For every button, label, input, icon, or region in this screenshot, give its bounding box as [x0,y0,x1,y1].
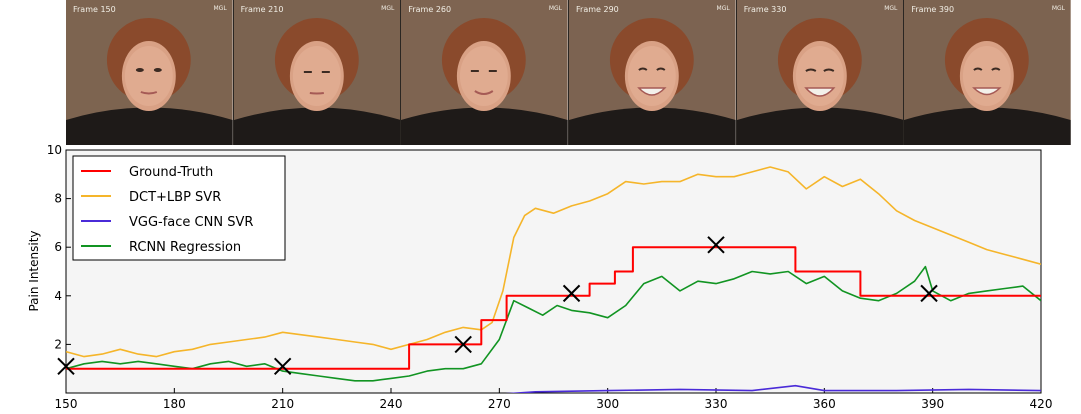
x-tick-label: 420 [1030,397,1053,411]
frame-tag: MGL [381,5,395,12]
x-axis: 150 180 210 240 270 300 330 360 390 420 [55,388,1053,411]
x-tick-label: 300 [596,397,619,411]
x-tick-label: 390 [921,397,944,411]
face-image [904,0,1072,145]
face-image [736,0,904,145]
video-frame: Frame 260 MGL [401,0,570,145]
legend-label: DCT+LBP SVR [129,190,221,205]
x-tick-label: 210 [271,397,294,411]
x-tick-label: 330 [705,397,728,411]
face-image [401,0,569,145]
video-frame: Frame 150 MGL [66,0,234,145]
x-marker [920,284,938,303]
x-marker [562,284,581,303]
frame-label: Frame 260 [408,5,452,14]
x-marker [57,357,75,375]
video-frame: Frame 210 MGL [233,0,402,145]
x-tick-label: 180 [163,397,186,411]
frame-tag: MGL [884,5,898,12]
x-marker-stroke [454,335,472,354]
x-marker [707,236,725,254]
video-frame: Frame 390 MGL [904,0,1072,145]
x-marker-stroke [57,357,75,375]
frame-tag: MGL [1051,5,1066,12]
video-frame: Frame 330 MGL [736,0,905,145]
frames-strip: Frame 150 MGL Frame 210 MGL Frame 260 [66,0,1072,145]
x-tick-label: 270 [488,397,511,411]
legend: Ground-Truth DCT+LBP SVR VGG-face CNN SVR R… [72,155,286,261]
frame-label: Frame 330 [743,5,787,14]
x-marker-stroke [562,284,581,303]
legend-label: Ground-Truth [129,165,213,180]
series-group [66,166,1041,393]
y-tick-label: 8 [54,192,62,206]
legend-box [72,155,286,261]
x-marker-stroke [920,284,938,303]
x-marker [273,357,292,375]
x-tick-label: 360 [813,397,836,411]
x-marker-stroke [707,236,725,254]
x-tick-label: 150 [55,397,78,411]
y-tick-label: 6 [54,240,62,254]
series-line-vgg-face-cnn-svr [505,384,1041,393]
legend-label: VGG-face CNN SVR [129,215,253,230]
face-image [569,0,736,145]
legend-label: RCNN Regression [129,240,241,255]
y-tick-label: 4 [54,289,62,303]
x-marker [454,335,472,354]
series-line-dct-lbp-svr [66,166,1041,358]
pain-intensity-chart: 2 4 6 8 10 150 180 210 240 270 300 330 360 390 420 Pa… [27,143,1053,411]
x-marker-stroke [273,357,292,375]
frame-tag: MGL [716,5,730,12]
face-image [66,0,233,145]
frame-tag: MGL [213,5,227,12]
markers-group [57,236,938,375]
y-tick-label: 2 [54,337,62,351]
video-frame: Frame 290 MGL [569,0,737,145]
frame-label: Frame 290 [576,5,619,14]
x-tick-label: 240 [380,397,403,411]
y-tick-label: 10 [47,143,62,157]
y-axis: 2 4 6 8 10 [47,143,71,351]
face-image [233,0,401,145]
frame-label: Frame 150 [73,5,116,14]
frame-tag: MGL [548,5,563,12]
series-line-ground-truth [66,246,1041,370]
frame-label: Frame 390 [911,5,955,14]
frame-label: Frame 210 [240,5,284,14]
y-axis-label: Pain Intensity [27,230,41,311]
